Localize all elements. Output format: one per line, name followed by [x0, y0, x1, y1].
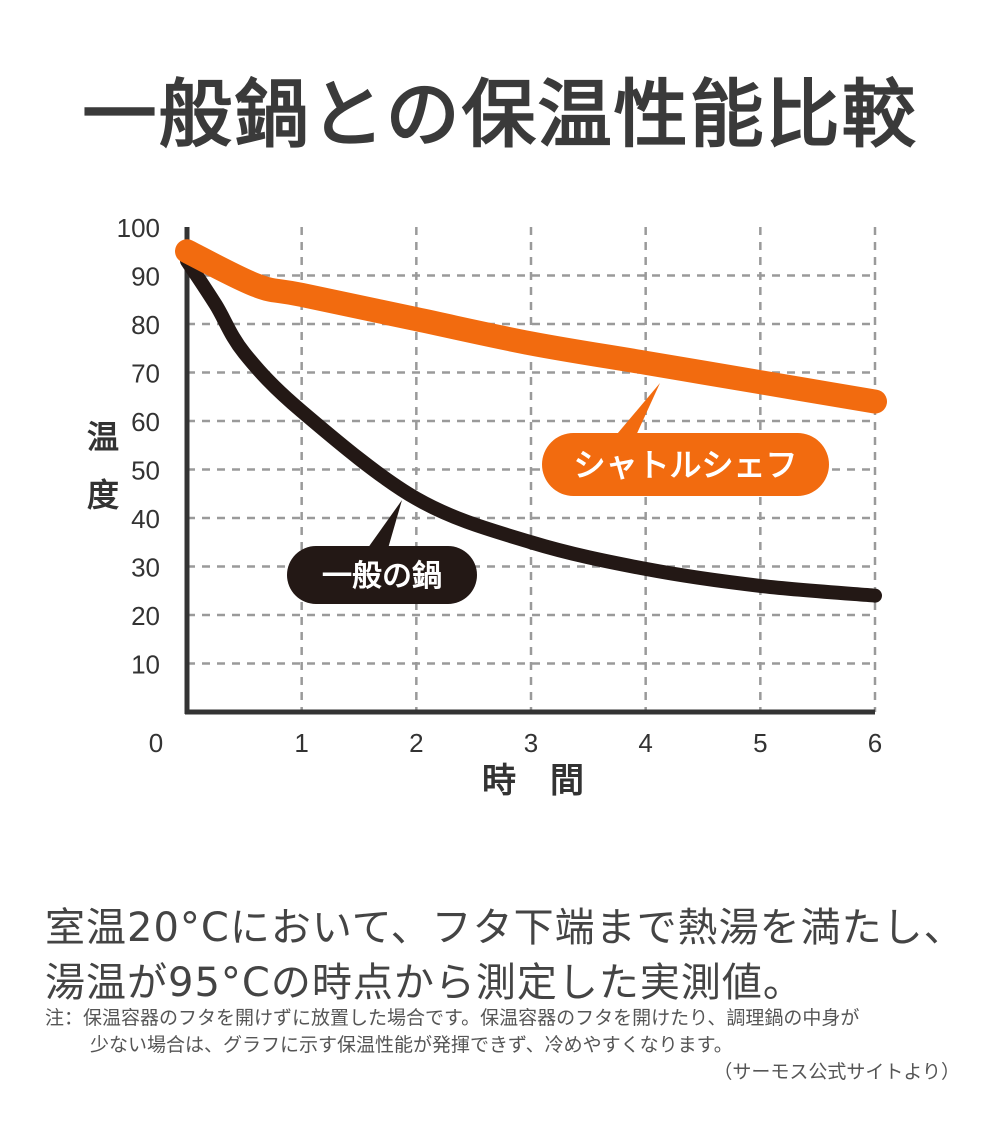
source-note: （サーモス公式サイトより）: [713, 1061, 960, 1083]
y-tick-label: 30: [131, 553, 160, 583]
legend-ordinary-pot-label: 一般の鍋: [322, 559, 442, 594]
y-tick-label: 100: [117, 213, 160, 243]
description-line-2: 湯温が95°Cの時点から測定した実測値。: [45, 960, 804, 1006]
y-tick-label: 80: [131, 310, 160, 340]
chart: 10 20 30 40 50 60 70 80 90 100 0 1 2 3 4 5 6 温度時 間 シャトルシェフ…: [87, 213, 887, 801]
legend-shuttle-chef-badge: [542, 433, 829, 496]
x-tick-label: 1: [294, 728, 308, 758]
x-tick-label: 3: [524, 728, 538, 758]
x-axis-label: 時 間: [482, 761, 584, 801]
y-tick-label: 20: [131, 601, 160, 631]
y-axis-label: 度: [87, 476, 119, 514]
note-line-2: 少ない場合は、グラフに示す保温性能が発揮できず、冷めやすくなります。: [90, 1034, 733, 1056]
legend-shuttle-chef-label: シャトルシェフ: [573, 446, 797, 484]
y-tick-label: 90: [131, 262, 160, 292]
x-tick-label: 5: [753, 728, 767, 758]
legend-shuttle-chef-pointer: [612, 383, 660, 440]
x-tick-label: 0: [149, 728, 163, 758]
y-tick-label: 60: [131, 407, 160, 437]
x-tick-label: 6: [868, 728, 882, 758]
series-line-shuttle-chef: [175, 239, 887, 414]
series-line-ordinary-pot: [180, 253, 882, 603]
page-title: 一般鍋との保温性能比較: [82, 72, 918, 158]
y-tick-label: 50: [131, 456, 160, 486]
description-line-1: 室温20°Cにおいて、フタ下端まで熱湯を満たし、: [45, 905, 965, 951]
y-tick-label: 10: [131, 650, 160, 680]
y-tick-label: 70: [131, 359, 160, 389]
legend-ordinary-pot-pointer: [365, 500, 402, 552]
x-tick-label: 4: [638, 728, 652, 758]
legend-ordinary-pot-badge: [287, 546, 477, 604]
x-tick-label: 2: [409, 728, 423, 758]
y-axis-label: 温: [87, 418, 119, 456]
y-tick-label: 40: [131, 504, 160, 534]
note-line-1: 注：保温容器のフタを開けずに放置した場合です。保温容器のフタを開けたり、調理鍋の…: [45, 1007, 860, 1029]
